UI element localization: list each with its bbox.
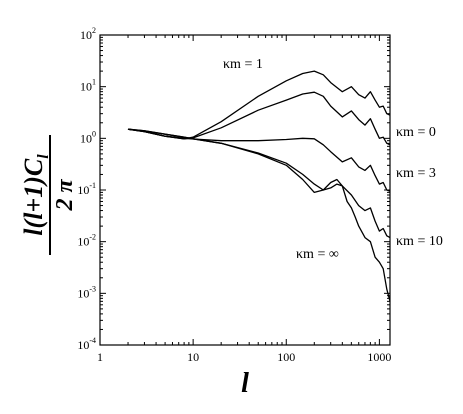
curve-label: κm = 1: [223, 57, 263, 72]
curves: [127, 70, 391, 302]
curve-series-5: [127, 128, 391, 302]
y-axis-numerator: l(l+1)Cl: [19, 154, 52, 236]
x-tick-label: 100: [277, 350, 295, 364]
y-tick-label: 10-3: [77, 284, 96, 300]
x-tick-label: 10: [187, 350, 199, 364]
y-axis-denominator: 2 π: [52, 179, 78, 212]
curve-label: κm = 0: [396, 125, 436, 140]
curve-label: κm = 10: [396, 234, 443, 249]
curve-labels: κm = 1 κm = 0 κm = 3 κm = 10 κm = ∞: [223, 57, 443, 262]
curve-label: κm = ∞: [296, 247, 339, 262]
y-tick-label: 100: [80, 129, 96, 145]
y-tick-label: 101: [80, 78, 96, 94]
curve-series-3: [127, 128, 391, 192]
curve-label: κm = 3: [396, 166, 436, 181]
axis-ticks: 1 10 100 1000 10-4 10-3 10-2 10-1 100 101 102: [77, 26, 391, 364]
y-tick-label: 10-4: [77, 336, 96, 352]
curve-series-1: [127, 70, 391, 140]
y-tick-label: 102: [80, 26, 96, 42]
x-tick-label: 1: [97, 350, 103, 364]
y-tick-label: 10-1: [77, 181, 96, 197]
y-axis-label: l(l+1)Cl 2 π: [19, 135, 78, 255]
x-tick-label: 1000: [367, 350, 391, 364]
curve-series-4: [127, 128, 391, 239]
x-axis-label: l: [241, 368, 249, 399]
y-tick-label: 10-2: [77, 233, 96, 249]
